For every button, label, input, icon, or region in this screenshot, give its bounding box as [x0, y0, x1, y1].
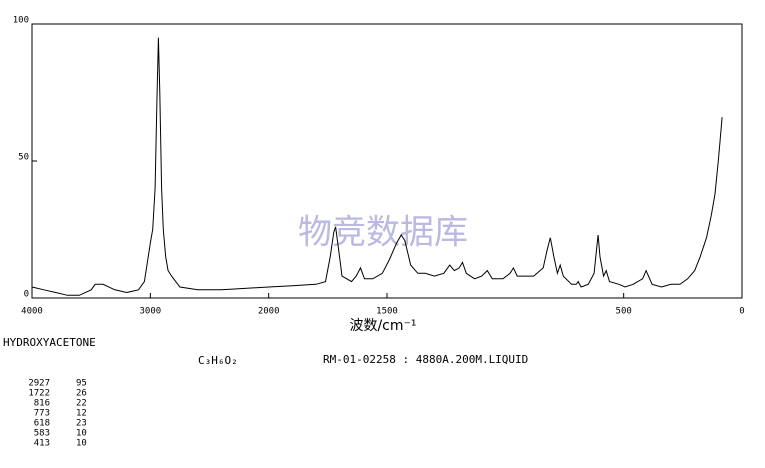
x-tick-label: 4000: [21, 307, 43, 317]
y-tick-label: 50: [18, 153, 29, 163]
peak-wavenumber: 413: [34, 439, 50, 449]
watermark: 物竞数据库: [298, 213, 468, 253]
formula: C₃H₆O₂: [198, 354, 238, 367]
spectrum-line: [31, 37, 723, 296]
peak-wavenumber: 773: [34, 409, 50, 419]
peak-wavenumber: 583: [34, 429, 50, 439]
peak-wavenumber: 2927: [28, 379, 50, 389]
peak-intensity: 23: [76, 419, 87, 429]
y-tick-label: 0: [24, 290, 29, 300]
peak-intensity: 10: [76, 429, 87, 439]
compound-name: HYDROXYACETONE: [3, 336, 96, 349]
peak-intensity: 10: [76, 439, 87, 449]
x-tick-label: 0: [739, 307, 744, 317]
peak-intensity: 22: [76, 399, 87, 409]
peak-wavenumber: 1722: [28, 389, 50, 399]
peak-intensity: 12: [76, 409, 87, 419]
plot-frame: [31, 23, 743, 299]
x-tick-label: 1500: [376, 307, 398, 317]
y-tick-label: 100: [13, 16, 29, 26]
peak-wavenumber: 618: [34, 419, 50, 429]
x-axis-label: 波数/cm⁻¹: [349, 318, 416, 334]
sample-info: RM-01-02258 : 4880A.200M.LIQUID: [323, 353, 528, 366]
x-tick-label: 2000: [258, 307, 280, 317]
peak-intensity: 95: [76, 379, 87, 389]
x-tick-label: 500: [616, 307, 632, 317]
peak-intensity: 26: [76, 389, 87, 399]
x-tick-label: 3000: [139, 307, 161, 317]
peak-wavenumber: 816: [34, 399, 50, 409]
